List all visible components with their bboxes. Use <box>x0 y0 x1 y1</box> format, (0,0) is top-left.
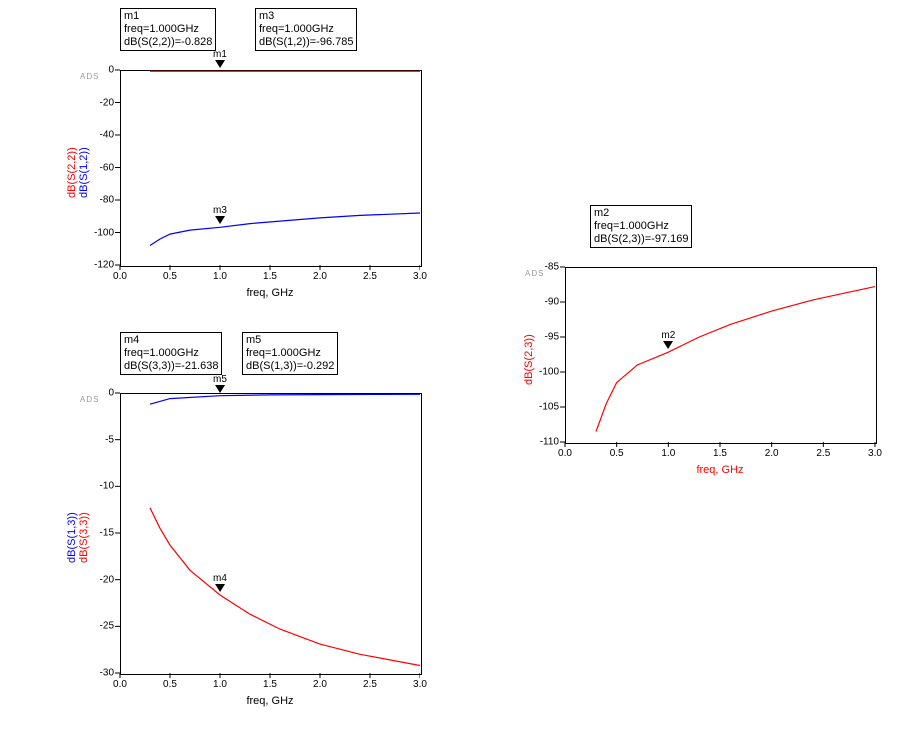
marker-line: freq=1.000GHz <box>246 347 334 360</box>
xtick-label: 1.0 <box>661 448 675 459</box>
ytick-label: -20 <box>90 97 114 108</box>
ytick-label: -120 <box>90 260 114 271</box>
ytick-label: -30 <box>90 668 114 679</box>
xtick-label: 0.5 <box>610 448 624 459</box>
ytick-label: -20 <box>90 574 114 585</box>
ytick-label: -60 <box>90 162 114 173</box>
xtick-label: 2.5 <box>816 448 830 459</box>
xtick-label: 1.5 <box>263 679 277 690</box>
chart-s22-s12: ADS0.00.51.01.52.02.53.0-120-100-80-60-4… <box>30 0 420 300</box>
xtick-label: 0.0 <box>113 271 127 282</box>
ylabel: dB(S(3,3)) <box>78 512 90 563</box>
ytick-label: -80 <box>90 195 114 206</box>
marker-line: m3 <box>259 10 353 23</box>
xtick-label: 0.5 <box>163 679 177 690</box>
marker-line: m2 <box>594 207 688 220</box>
xtick-label: 2.0 <box>765 448 779 459</box>
xtick-label: 1.0 <box>213 679 227 690</box>
ytick-label: -5 <box>90 434 114 445</box>
marker-readout: m1freq=1.000GHzdB(S(2,2))=-0.828 <box>120 8 216 51</box>
xlabel: freq, GHz <box>565 464 875 476</box>
xtick-label: 3.0 <box>868 448 882 459</box>
ylabel: dB(S(1,3)) <box>66 512 78 563</box>
chart-svg <box>500 205 900 475</box>
ytick-label: -100 <box>535 367 559 378</box>
ylabel: dB(S(2,2)) <box>66 147 78 198</box>
xtick-label: 1.5 <box>263 271 277 282</box>
ytick-label: -25 <box>90 621 114 632</box>
marker-line: freq=1.000GHz <box>124 347 218 360</box>
chart-s13-s33: ADS0.00.51.01.52.02.53.0-30-25-20-15-10-… <box>30 330 420 710</box>
marker-line: freq=1.000GHz <box>259 23 353 36</box>
xtick-label: 1.0 <box>213 271 227 282</box>
ytick-label: -15 <box>90 528 114 539</box>
ytick-label: 0 <box>90 65 114 76</box>
xtick-label: 0.0 <box>558 448 572 459</box>
xtick-label: 0.0 <box>113 679 127 690</box>
xtick-label: 3.0 <box>413 271 427 282</box>
ytick-label: -105 <box>535 402 559 413</box>
marker-line: freq=1.000GHz <box>594 220 688 233</box>
marker-line: dB(S(2,2))=-0.828 <box>124 36 212 49</box>
xlabel: freq, GHz <box>120 287 420 299</box>
marker-line: dB(S(1,2))=-96.785 <box>259 36 353 49</box>
xtick-label: 2.0 <box>313 679 327 690</box>
marker-line: dB(S(1,3))=-0.292 <box>246 360 334 373</box>
marker-readout: m3freq=1.000GHzdB(S(1,2))=-96.785 <box>255 8 357 51</box>
xlabel: freq, GHz <box>120 695 420 707</box>
xtick-label: 2.5 <box>363 679 377 690</box>
xtick-label: 3.0 <box>413 679 427 690</box>
marker-line: dB(S(2,3))=-97.169 <box>594 233 688 246</box>
marker-readout: m2freq=1.000GHzdB(S(2,3))=-97.169 <box>590 205 692 248</box>
xtick-label: 2.5 <box>363 271 377 282</box>
marker-line: freq=1.000GHz <box>124 23 212 36</box>
xtick-label: 2.0 <box>313 271 327 282</box>
marker-line: m5 <box>246 334 334 347</box>
ylabel: dB(S(2,3)) <box>523 334 535 385</box>
chart-s23: ADS0.00.51.01.52.02.53.0-110-105-100-95-… <box>500 205 900 475</box>
ytick-label: -110 <box>535 437 559 448</box>
marker-line: m1 <box>124 10 212 23</box>
ytick-label: -40 <box>90 130 114 141</box>
ytick-label: -95 <box>535 332 559 343</box>
marker-line: m4 <box>124 334 218 347</box>
marker-readout: m5freq=1.000GHzdB(S(1,3))=-0.292 <box>242 332 338 375</box>
xtick-label: 0.5 <box>163 271 177 282</box>
ytick-label: -100 <box>90 227 114 238</box>
xtick-label: 1.5 <box>713 448 727 459</box>
ytick-label: -85 <box>535 262 559 273</box>
marker-line: dB(S(3,3))=-21.638 <box>124 360 218 373</box>
ytick-label: -90 <box>535 297 559 308</box>
ytick-label: -10 <box>90 481 114 492</box>
ylabel: dB(S(1,2)) <box>78 147 90 198</box>
marker-readout: m4freq=1.000GHzdB(S(3,3))=-21.638 <box>120 332 222 375</box>
ytick-label: 0 <box>90 388 114 399</box>
